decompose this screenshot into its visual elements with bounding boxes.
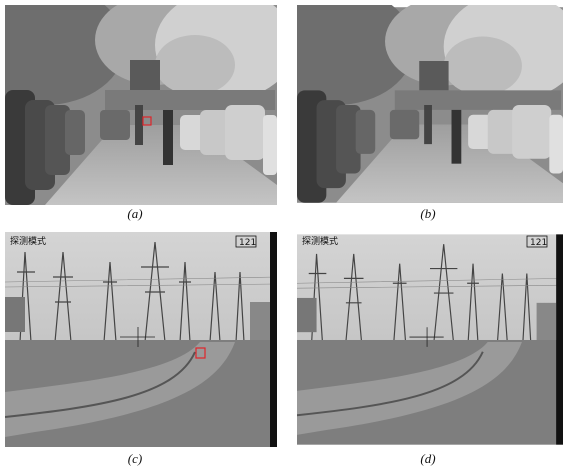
caption: (d)	[420, 451, 435, 466]
panel-c: 探测模式 121 (c)	[5, 232, 277, 466]
counter: 121	[530, 238, 547, 248]
image	[258, 0, 564, 203]
counter: 121	[239, 238, 256, 248]
image	[0, 0, 295, 205]
caption: (a)	[127, 206, 142, 221]
image	[5, 232, 277, 447]
image	[297, 234, 563, 444]
caption: (b)	[420, 206, 435, 221]
mode-label: 探测模式	[10, 235, 46, 247]
figure: (a) (b) 探测模式 121 (c) 探测模式 121 (d)	[0, 0, 564, 468]
panel-b: (b)	[258, 0, 564, 221]
panel-a: (a)	[0, 0, 295, 221]
panel-d: 探测模式 121 (d)	[297, 234, 563, 466]
caption: (c)	[128, 451, 142, 466]
mode-label: 探测模式	[302, 235, 338, 247]
